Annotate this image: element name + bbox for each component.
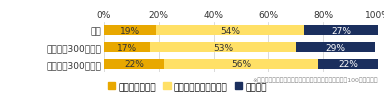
Text: 17%: 17% <box>117 43 137 52</box>
Bar <box>104 42 151 53</box>
Bar <box>296 42 376 53</box>
Text: 56%: 56% <box>231 60 251 69</box>
Bar <box>151 42 296 53</box>
Text: 29%: 29% <box>326 43 346 52</box>
Bar <box>318 59 378 70</box>
Text: 54%: 54% <box>220 26 240 35</box>
Text: 22%: 22% <box>124 60 144 69</box>
Bar <box>164 59 318 70</box>
Text: 19%: 19% <box>120 26 140 35</box>
Bar <box>156 26 304 36</box>
Text: 27%: 27% <box>331 26 351 35</box>
Bar <box>304 26 378 36</box>
Text: 53%: 53% <box>213 43 233 52</box>
Bar <box>104 59 164 70</box>
Text: 22%: 22% <box>338 60 358 69</box>
Bar <box>104 26 156 36</box>
Text: ※小数点以下を四捨五入しているため、必ずしも合計が100にならない: ※小数点以下を四捨五入しているため、必ずしも合計が100にならない <box>253 77 378 82</box>
Legend: よく知っている, 概要だけは知っている, 知らない: よく知っている, 概要だけは知っている, 知らない <box>108 82 266 91</box>
